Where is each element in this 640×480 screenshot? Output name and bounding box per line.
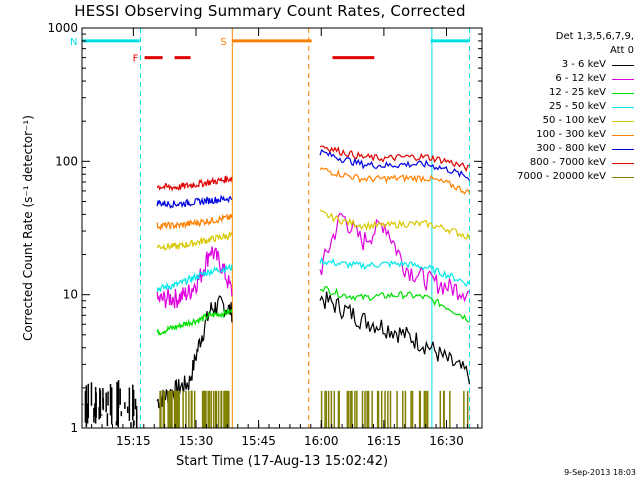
series-line <box>319 291 471 385</box>
legend-swatch <box>612 162 634 164</box>
legend-swatch <box>612 148 634 150</box>
legend-label: 800 - 7000 keV <box>529 157 606 168</box>
state-label: S <box>220 37 226 48</box>
legend-title-line2: Att 0 <box>609 45 634 56</box>
series-line <box>319 209 471 240</box>
legend-swatch <box>612 176 634 178</box>
series-line <box>319 256 471 288</box>
legend-entry: 50 - 100 keV <box>486 114 634 128</box>
legend-label: 300 - 800 keV <box>536 143 606 154</box>
state-label: N <box>70 37 77 48</box>
series-line <box>156 246 233 309</box>
series-line <box>156 230 233 251</box>
x-tick-label: 16:00 <box>304 434 339 448</box>
series-line <box>319 166 471 195</box>
legend-entry: 25 - 50 keV <box>486 100 634 114</box>
legend-label: 12 - 25 keV <box>548 87 606 98</box>
legend-entry: 6 - 12 keV <box>486 72 634 86</box>
x-tick-label: 16:30 <box>429 434 464 448</box>
x-tick-label: 15:15 <box>116 434 151 448</box>
legend-entry: 300 - 800 keV <box>486 142 634 156</box>
legend-label: 50 - 100 keV <box>542 115 606 126</box>
x-tick-label: 15:45 <box>241 434 276 448</box>
series-line <box>319 285 470 323</box>
chart-title: HESSI Observing Summary Count Rates, Cor… <box>74 2 466 20</box>
series-line <box>156 263 233 293</box>
legend-entry: 3 - 6 keV <box>486 58 634 72</box>
legend-label: 7000 - 20000 keV <box>517 171 606 182</box>
series-line <box>156 174 233 192</box>
legend-label: 100 - 300 keV <box>536 129 606 140</box>
legend-swatch <box>612 92 634 94</box>
legend: Det 1,3,5,6,7,9, Att 0 3 - 6 keV 6 - 12 k… <box>486 30 634 184</box>
timestamp: 9-Sep-2013 18:03 <box>564 468 636 477</box>
y-tick-label: 1000 <box>47 21 78 35</box>
y-tick-label: 10 <box>63 288 78 302</box>
legend-entry: 7000 - 20000 keV <box>486 170 634 184</box>
legend-swatch <box>612 120 634 122</box>
legend-swatch <box>612 78 634 80</box>
x-tick-label: 15:30 <box>179 434 214 448</box>
y-tick-label: 100 <box>55 154 78 168</box>
series-line <box>156 308 233 336</box>
legend-swatch <box>612 64 634 66</box>
legend-title-line1: Det 1,3,5,6,7,9, <box>555 31 634 42</box>
series-line <box>319 148 471 182</box>
legend-entry: 12 - 25 keV <box>486 86 634 100</box>
x-tick-label: 16:15 <box>367 434 402 448</box>
legend-entry: 100 - 300 keV <box>486 128 634 142</box>
series-line <box>319 145 470 173</box>
series-line <box>156 194 233 209</box>
legend-swatch <box>612 134 634 136</box>
y-tick-label: 1 <box>70 421 78 435</box>
legend-label: 25 - 50 keV <box>548 101 606 112</box>
series-line <box>319 212 470 303</box>
x-axis-label: Start Time (17-Aug-13 15:02:42) <box>175 454 389 469</box>
legend-label: 6 - 12 keV <box>555 73 606 84</box>
state-label: F <box>133 54 139 65</box>
axes-frame <box>81 27 483 429</box>
legend-entry: 800 - 7000 keV <box>486 156 634 170</box>
legend-label: 3 - 6 keV <box>561 59 606 70</box>
series-line <box>156 213 233 231</box>
legend-swatch <box>612 106 634 108</box>
